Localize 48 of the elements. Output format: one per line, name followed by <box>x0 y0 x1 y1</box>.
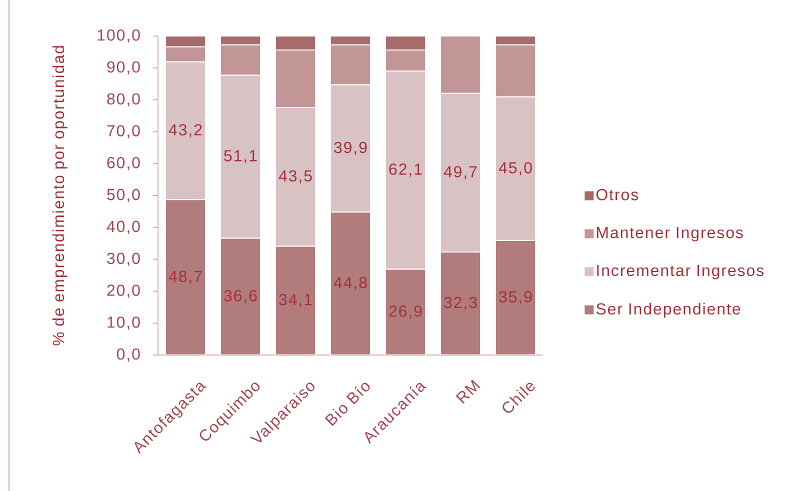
y-tick-label: 10,0 <box>108 316 140 330</box>
bar <box>494 240 536 355</box>
y-tick-label: 20,0 <box>107 284 140 298</box>
bar <box>384 36 426 51</box>
y-axis-title: % de emprendimiento por oportunidad <box>52 46 68 346</box>
data-label: 39,9 <box>334 142 367 156</box>
data-label: 44,8 <box>334 276 367 290</box>
data-label: 35,9 <box>499 291 532 304</box>
data-label: 43,2 <box>168 124 202 138</box>
bar <box>164 36 206 48</box>
data-label: 51,1 <box>224 150 257 164</box>
y-tick-label: 80,0 <box>107 93 140 106</box>
bar <box>164 199 206 355</box>
bar <box>440 36 482 94</box>
bar <box>440 251 482 355</box>
data-label: 32,3 <box>444 296 477 310</box>
data-label: 34,1 <box>279 294 312 308</box>
bar <box>274 246 316 355</box>
y-tick-label: 40,0 <box>106 220 140 234</box>
data-label: 62,1 <box>389 164 422 177</box>
legend-label: Ser Independiente <box>596 302 740 318</box>
bar <box>330 44 372 86</box>
bar <box>164 46 206 62</box>
legend-label: Otros <box>596 189 638 200</box>
data-label: 43,5 <box>278 170 312 184</box>
data-label: 36,6 <box>224 290 257 304</box>
y-tick-label: 0,0 <box>116 348 140 362</box>
y-tick-label: 50,0 <box>107 188 140 202</box>
bar <box>494 44 536 98</box>
data-label: 48,7 <box>168 270 202 284</box>
data-label: 49,7 <box>444 166 477 180</box>
legend-label: Mantener Ingresos <box>596 227 743 242</box>
y-tick-label: 30,0 <box>107 252 140 266</box>
bar <box>330 212 372 355</box>
data-label: 45,0 <box>498 162 532 176</box>
bar <box>274 50 316 108</box>
bar <box>220 44 262 76</box>
y-tick-label: 60,0 <box>107 156 140 170</box>
y-tick-label: 100,0 <box>98 29 140 43</box>
bar <box>384 50 426 72</box>
x-tick-label: RM <box>456 380 480 404</box>
data-label: 26,9 <box>389 305 422 319</box>
text: Incrementar Ingresos <box>597 264 764 280</box>
bar <box>384 268 426 355</box>
y-tick-label: 70,0 <box>107 125 140 138</box>
bar <box>274 36 316 51</box>
y-tick-label: 90,0 <box>107 61 140 75</box>
bar <box>220 238 262 355</box>
